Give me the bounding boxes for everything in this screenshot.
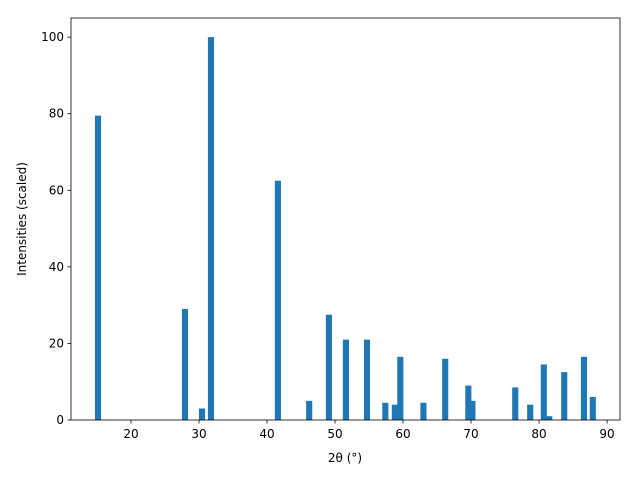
bar bbox=[306, 400, 313, 420]
bar bbox=[94, 115, 102, 420]
bar bbox=[546, 416, 553, 420]
bar bbox=[469, 400, 476, 420]
bar bbox=[342, 339, 349, 420]
bar bbox=[198, 408, 206, 420]
x-tick-label: 90 bbox=[599, 427, 614, 441]
bar bbox=[181, 308, 189, 420]
bar bbox=[512, 387, 519, 420]
bar bbox=[589, 397, 596, 420]
bar bbox=[540, 364, 547, 420]
x-tick-label: 20 bbox=[123, 427, 138, 441]
bar bbox=[325, 314, 332, 420]
x-tick-label: 70 bbox=[463, 427, 478, 441]
y-axis-label: Intensities (scaled) bbox=[15, 162, 29, 276]
bar bbox=[561, 372, 568, 420]
bar bbox=[391, 404, 398, 420]
x-tick-label: 50 bbox=[327, 427, 342, 441]
bar bbox=[527, 404, 534, 420]
plot-frame bbox=[70, 17, 621, 421]
y-tick-label: 0 bbox=[56, 413, 64, 427]
bar bbox=[465, 385, 472, 420]
x-tick-label: 60 bbox=[395, 427, 410, 441]
y-tick-label: 100 bbox=[41, 30, 64, 44]
y-tick-label: 80 bbox=[49, 107, 64, 121]
bar bbox=[207, 37, 215, 421]
x-axis-label: 2θ (°) bbox=[328, 451, 362, 465]
x-tick-label: 80 bbox=[531, 427, 546, 441]
x-tick-label: 30 bbox=[191, 427, 206, 441]
bar bbox=[580, 356, 588, 420]
bar bbox=[274, 180, 281, 420]
y-tick-label: 20 bbox=[49, 336, 64, 350]
bar bbox=[420, 402, 427, 420]
x-tick-label: 40 bbox=[259, 427, 274, 441]
y-tick-label: 60 bbox=[49, 183, 64, 197]
bar bbox=[397, 356, 404, 420]
bar bbox=[442, 358, 449, 420]
bar bbox=[363, 339, 371, 420]
y-tick-label: 40 bbox=[49, 260, 64, 274]
bar bbox=[382, 402, 389, 420]
